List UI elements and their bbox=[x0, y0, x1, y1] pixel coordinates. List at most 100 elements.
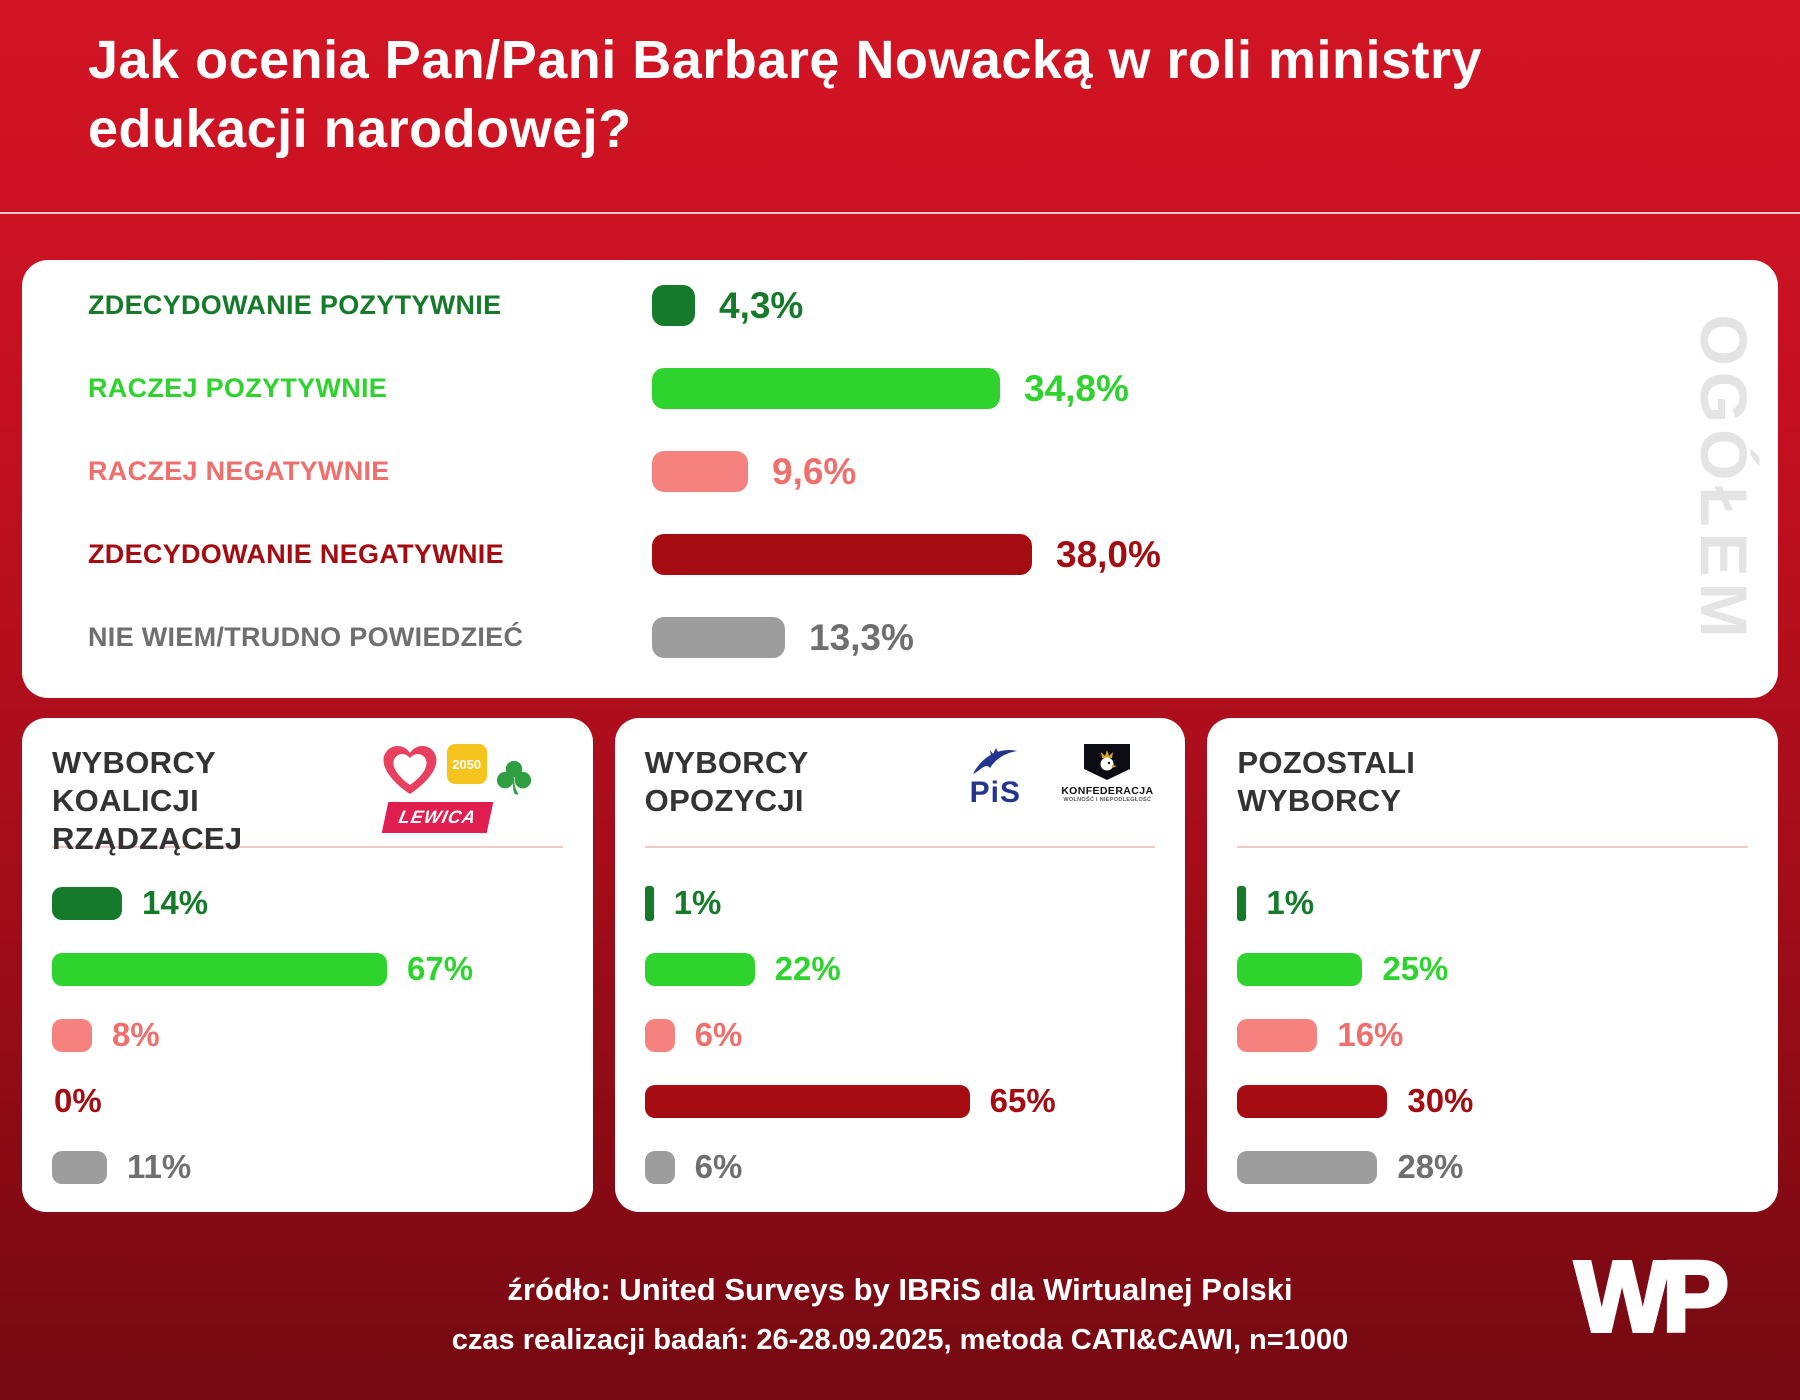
koalicja-logo-cluster: 2050 LEWICA bbox=[381, 744, 563, 842]
category-label: ZDECYDOWANIE POZYTYWNIE bbox=[88, 290, 502, 320]
category-label: RACZEJ POZYTYWNIE bbox=[88, 373, 388, 403]
bar bbox=[652, 285, 695, 326]
bar bbox=[652, 617, 785, 658]
value-label: 9,6% bbox=[772, 450, 857, 492]
group-row: 28% bbox=[1237, 1134, 1748, 1200]
value-label: 67% bbox=[407, 950, 474, 987]
bar bbox=[644, 1084, 970, 1118]
value-label: 22% bbox=[774, 950, 841, 987]
value-label: 28% bbox=[1397, 1148, 1464, 1185]
value-label: 4,3% bbox=[719, 284, 804, 326]
card-pozostali-header: POZOSTALI WYBORCY bbox=[1237, 744, 1748, 836]
card-title-line: POZOSTALI bbox=[1237, 745, 1416, 780]
card-divider bbox=[52, 846, 563, 848]
group-rows-koalicja: 14% 67% 8% 0% 11% bbox=[52, 870, 563, 1200]
lewica-logo: LEWICA bbox=[381, 802, 493, 833]
card-title-line: OPOZYCJI bbox=[644, 782, 804, 818]
bar bbox=[644, 952, 755, 986]
value-label: 25% bbox=[1382, 950, 1449, 987]
group-row: 8% bbox=[52, 1002, 563, 1068]
value-label: 6% bbox=[694, 1016, 743, 1053]
value-label: 1% bbox=[1266, 884, 1315, 921]
value-label: 0% bbox=[54, 1082, 102, 1119]
category-label: RACZEJ NEGATYWNIE bbox=[88, 456, 390, 486]
value-label: 30% bbox=[1407, 1082, 1474, 1119]
bar bbox=[1237, 1084, 1388, 1118]
polska2050-icon: 2050 bbox=[446, 744, 487, 784]
group-row: 1% bbox=[1237, 870, 1748, 936]
value-label: 8% bbox=[112, 1016, 160, 1053]
card-pozostali: POZOSTALI WYBORCY 1% 25% 16% 30% 28% bbox=[1207, 718, 1779, 1212]
group-row: 30% bbox=[1237, 1068, 1748, 1134]
bar bbox=[52, 1150, 107, 1184]
card-title-line: WYBORCY bbox=[52, 745, 216, 780]
value-label: 1% bbox=[673, 884, 722, 921]
psl-clover-icon bbox=[495, 758, 533, 801]
opozycja-logo-cluster: PiS KONFEDERACJA WOLNOŚĆ I NIEPODLEGŁOŚĆ bbox=[953, 744, 1155, 810]
value-label: 14% bbox=[142, 884, 209, 921]
group-row: 16% bbox=[1237, 1002, 1748, 1068]
bar bbox=[652, 451, 748, 492]
bar bbox=[1237, 1018, 1318, 1052]
overall-row: RACZEJ NEGATYWNIE 9,6% bbox=[88, 430, 1648, 513]
title-divider bbox=[0, 212, 1800, 214]
card-koalicja-title: WYBORCY KOALICJI RZĄDZĄCEJ bbox=[52, 744, 383, 857]
group-row: 11% bbox=[52, 1134, 563, 1200]
card-opozycja: WYBORCY OPOZYCJI PiS bbox=[614, 718, 1186, 1212]
details-line: czas realizacji badań: 26-28.09.2025, me… bbox=[451, 1324, 1349, 1356]
group-rows-pozostali: 1% 25% 16% 30% 28% bbox=[1237, 870, 1748, 1200]
bar bbox=[1237, 885, 1247, 921]
konfederacja-logo: KONFEDERACJA WOLNOŚĆ I NIEPODLEGŁOŚĆ bbox=[1059, 744, 1155, 803]
ko-heart-icon bbox=[383, 746, 437, 799]
overall-row: NIE WIEM/TRUDNO POWIEDZIEĆ 13,3% bbox=[88, 596, 1648, 679]
bar bbox=[1237, 952, 1363, 986]
card-koalicja-header: WYBORCY KOALICJI RZĄDZĄCEJ 2050 bbox=[52, 744, 563, 856]
pis-logo: PiS bbox=[953, 744, 1037, 810]
bar bbox=[52, 952, 387, 986]
pis-logo-text: PiS bbox=[969, 776, 1022, 809]
bar bbox=[644, 1150, 675, 1184]
card-koalicja: WYBORCY KOALICJI RZĄDZĄCEJ 2050 bbox=[22, 718, 593, 1212]
overall-row: ZDECYDOWANIE NEGATYWNIE 38,0% bbox=[88, 513, 1648, 596]
overall-row: RACZEJ POZYTYWNIE 34,8% bbox=[88, 347, 1648, 430]
value-label: 13,3% bbox=[809, 616, 914, 658]
card-pozostali-title: POZOSTALI WYBORCY bbox=[1237, 744, 1415, 820]
group-row: 25% bbox=[1237, 936, 1748, 1002]
card-opozycja-title: WYBORCY OPOZYCJI bbox=[645, 744, 809, 820]
value-label: 34,8% bbox=[1024, 367, 1129, 409]
group-row: 6% bbox=[644, 1134, 1156, 1200]
konfederacja-logo-subtitle: WOLNOŚĆ I NIEPODLEGŁOŚĆ bbox=[1063, 797, 1152, 803]
card-divider bbox=[1237, 846, 1749, 848]
konfederacja-logo-text: KONFEDERACJA bbox=[1061, 785, 1154, 797]
bar bbox=[652, 534, 1032, 575]
value-label: 16% bbox=[1337, 1016, 1404, 1053]
value-label: 65% bbox=[989, 1082, 1056, 1119]
title-block: Jak ocenia Pan/Pani Barbarę Nowacką w ro… bbox=[88, 26, 1482, 164]
bar bbox=[1237, 1150, 1378, 1184]
page-title-line-1: Jak ocenia Pan/Pani Barbarę Nowacką w ro… bbox=[88, 30, 1483, 90]
source-line: źródło: United Surveys by IBRiS dla Wirt… bbox=[507, 1272, 1293, 1307]
page-title-line-2: edukacji narodowej? bbox=[88, 99, 632, 160]
card-title-line: KOALICJI RZĄDZĄCEJ bbox=[52, 782, 243, 856]
bar bbox=[644, 1018, 675, 1052]
category-label: ZDECYDOWANIE NEGATYWNIE bbox=[88, 539, 504, 569]
group-row: 6% bbox=[644, 1002, 1156, 1068]
card-divider bbox=[644, 846, 1156, 848]
group-row: 14% bbox=[52, 870, 563, 936]
card-title-line: WYBORCY bbox=[1237, 782, 1402, 818]
group-row: 65% bbox=[644, 1068, 1156, 1134]
wp-logo: WP bbox=[1573, 1239, 1731, 1355]
bar bbox=[52, 1018, 92, 1052]
group-row: 0% bbox=[52, 1068, 563, 1134]
value-label: 6% bbox=[694, 1148, 743, 1185]
bar bbox=[644, 885, 654, 921]
category-label: NIE WIEM/TRUDNO POWIEDZIEĆ bbox=[88, 622, 524, 652]
overall-row: ZDECYDOWANIE POZYTYWNIE 4,3% bbox=[88, 264, 1648, 347]
card-title-line: WYBORCY bbox=[644, 745, 809, 780]
bar bbox=[52, 886, 122, 920]
bar bbox=[652, 368, 1000, 409]
group-cards-row: WYBORCY KOALICJI RZĄDZĄCEJ 2050 bbox=[22, 718, 1779, 1212]
group-row: 67% bbox=[52, 936, 563, 1002]
group-row: 22% bbox=[644, 936, 1156, 1002]
